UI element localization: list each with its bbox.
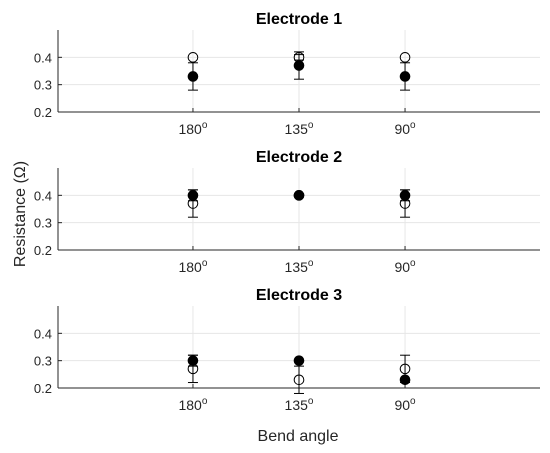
y-tick-label: 0.2 [34, 243, 52, 258]
panel-1: Electrode 1 0.2 0.3 0.4 180o 135o 90o [34, 11, 540, 137]
data-point-open [399, 52, 411, 63]
data-point-filled [399, 71, 411, 82]
data-point-filled [293, 60, 305, 71]
x-tick-label: 135o [285, 258, 314, 275]
data-point-filled [187, 71, 199, 82]
data-point-filled [187, 355, 199, 366]
data-point-open [293, 190, 305, 201]
data-point-filled [399, 190, 411, 201]
data-point-open [293, 374, 305, 386]
y-tick-label: 0.4 [34, 50, 52, 65]
x-tick-label: 90o [394, 258, 416, 275]
data-point-filled [399, 374, 411, 386]
x-tick-label: 180o [178, 396, 207, 413]
x-tick-label: 135o [285, 120, 314, 137]
y-tick-label: 0.2 [34, 105, 52, 120]
data-point-open [187, 198, 199, 209]
x-tick-label: 180o [178, 258, 207, 275]
y-tick-label: 0.3 [34, 78, 52, 93]
data-point-open [187, 52, 199, 63]
data-point-open [293, 52, 305, 63]
x-tick-label: 135o [285, 396, 314, 413]
y-tick-label: 0.4 [34, 188, 52, 203]
data-point-open [187, 363, 199, 375]
y-tick-label: 0.4 [34, 326, 52, 341]
panel-2: Electrode 2 0.2 0.3 0.4 180o 135o 90o [34, 149, 540, 275]
panel-title: Electrode 1 [256, 11, 342, 28]
panel-title: Electrode 2 [256, 149, 342, 166]
y-tick-label: 0.2 [34, 381, 52, 396]
data-point-filled [187, 190, 199, 201]
data-point-open [399, 198, 411, 209]
y-tick-label: 0.3 [34, 216, 52, 231]
panel-title: Electrode 3 [256, 287, 342, 304]
y-axis-label: Resistance (Ω) [12, 161, 29, 267]
y-tick-label: 0.3 [34, 354, 52, 369]
data-point-open [399, 363, 411, 375]
x-axis-label: Bend angle [258, 428, 339, 445]
x-tick-label: 90o [394, 396, 416, 413]
data-point-filled [293, 355, 305, 366]
x-tick-label: 180o [178, 120, 207, 137]
panel-3: Electrode 3 0.2 0.3 0.4 180o 135o 90o [34, 287, 540, 413]
x-tick-label: 90o [394, 120, 416, 137]
